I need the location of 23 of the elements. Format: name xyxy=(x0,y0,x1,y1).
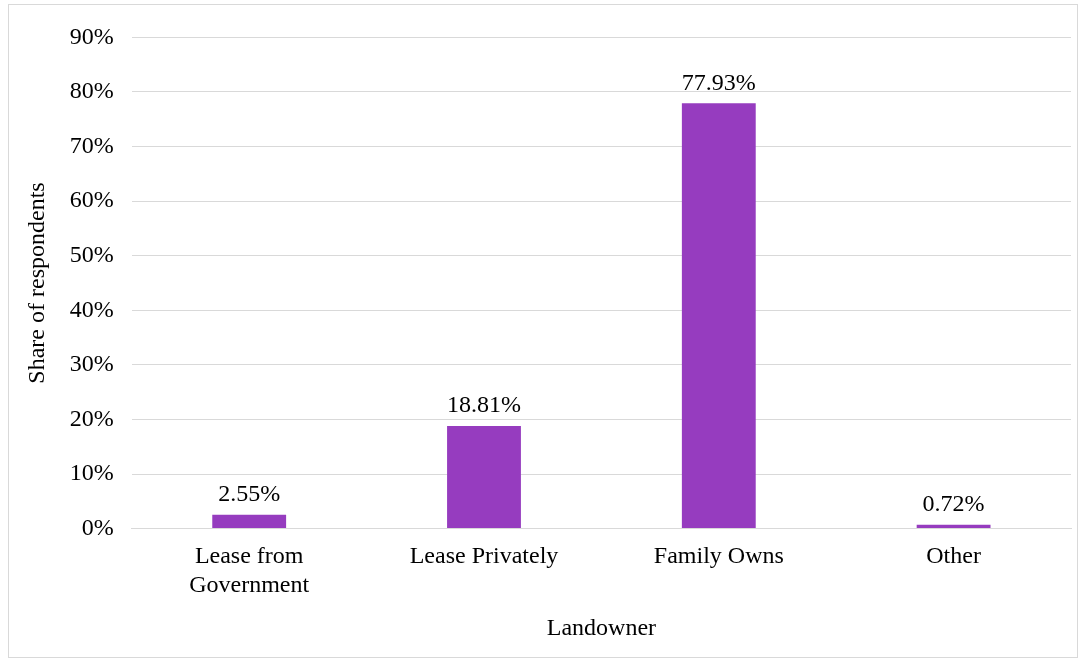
y-tick-label: 10% xyxy=(69,459,114,486)
data-label: 18.81% xyxy=(447,391,521,418)
y-tick-label: 80% xyxy=(69,77,114,104)
y-tick-label: 60% xyxy=(69,186,114,213)
y-tick-label: 50% xyxy=(69,241,114,268)
bar xyxy=(447,425,521,529)
y-tick-label: 30% xyxy=(69,350,114,377)
data-label: 77.93% xyxy=(681,68,756,95)
data-label: 0.72% xyxy=(922,489,985,516)
data-label: 2.55% xyxy=(218,479,281,506)
y-tick-label: 40% xyxy=(69,295,114,322)
y-tick-label: 20% xyxy=(69,404,114,431)
bar xyxy=(212,514,287,529)
y-tick-label: 70% xyxy=(69,131,114,158)
bar xyxy=(681,103,756,529)
y-tick-label: 0% xyxy=(81,513,114,540)
x-tick-label: Other xyxy=(926,542,981,569)
y-tick-label: 90% xyxy=(69,22,114,49)
x-tick-label: Family Owns xyxy=(653,542,784,569)
x-tick-label: Lease from Government xyxy=(189,542,310,598)
x-tick-label: Lease Privately xyxy=(409,542,559,569)
x-axis-title: Landowner xyxy=(546,613,657,640)
y-axis-title: Share of respondents xyxy=(22,182,49,384)
